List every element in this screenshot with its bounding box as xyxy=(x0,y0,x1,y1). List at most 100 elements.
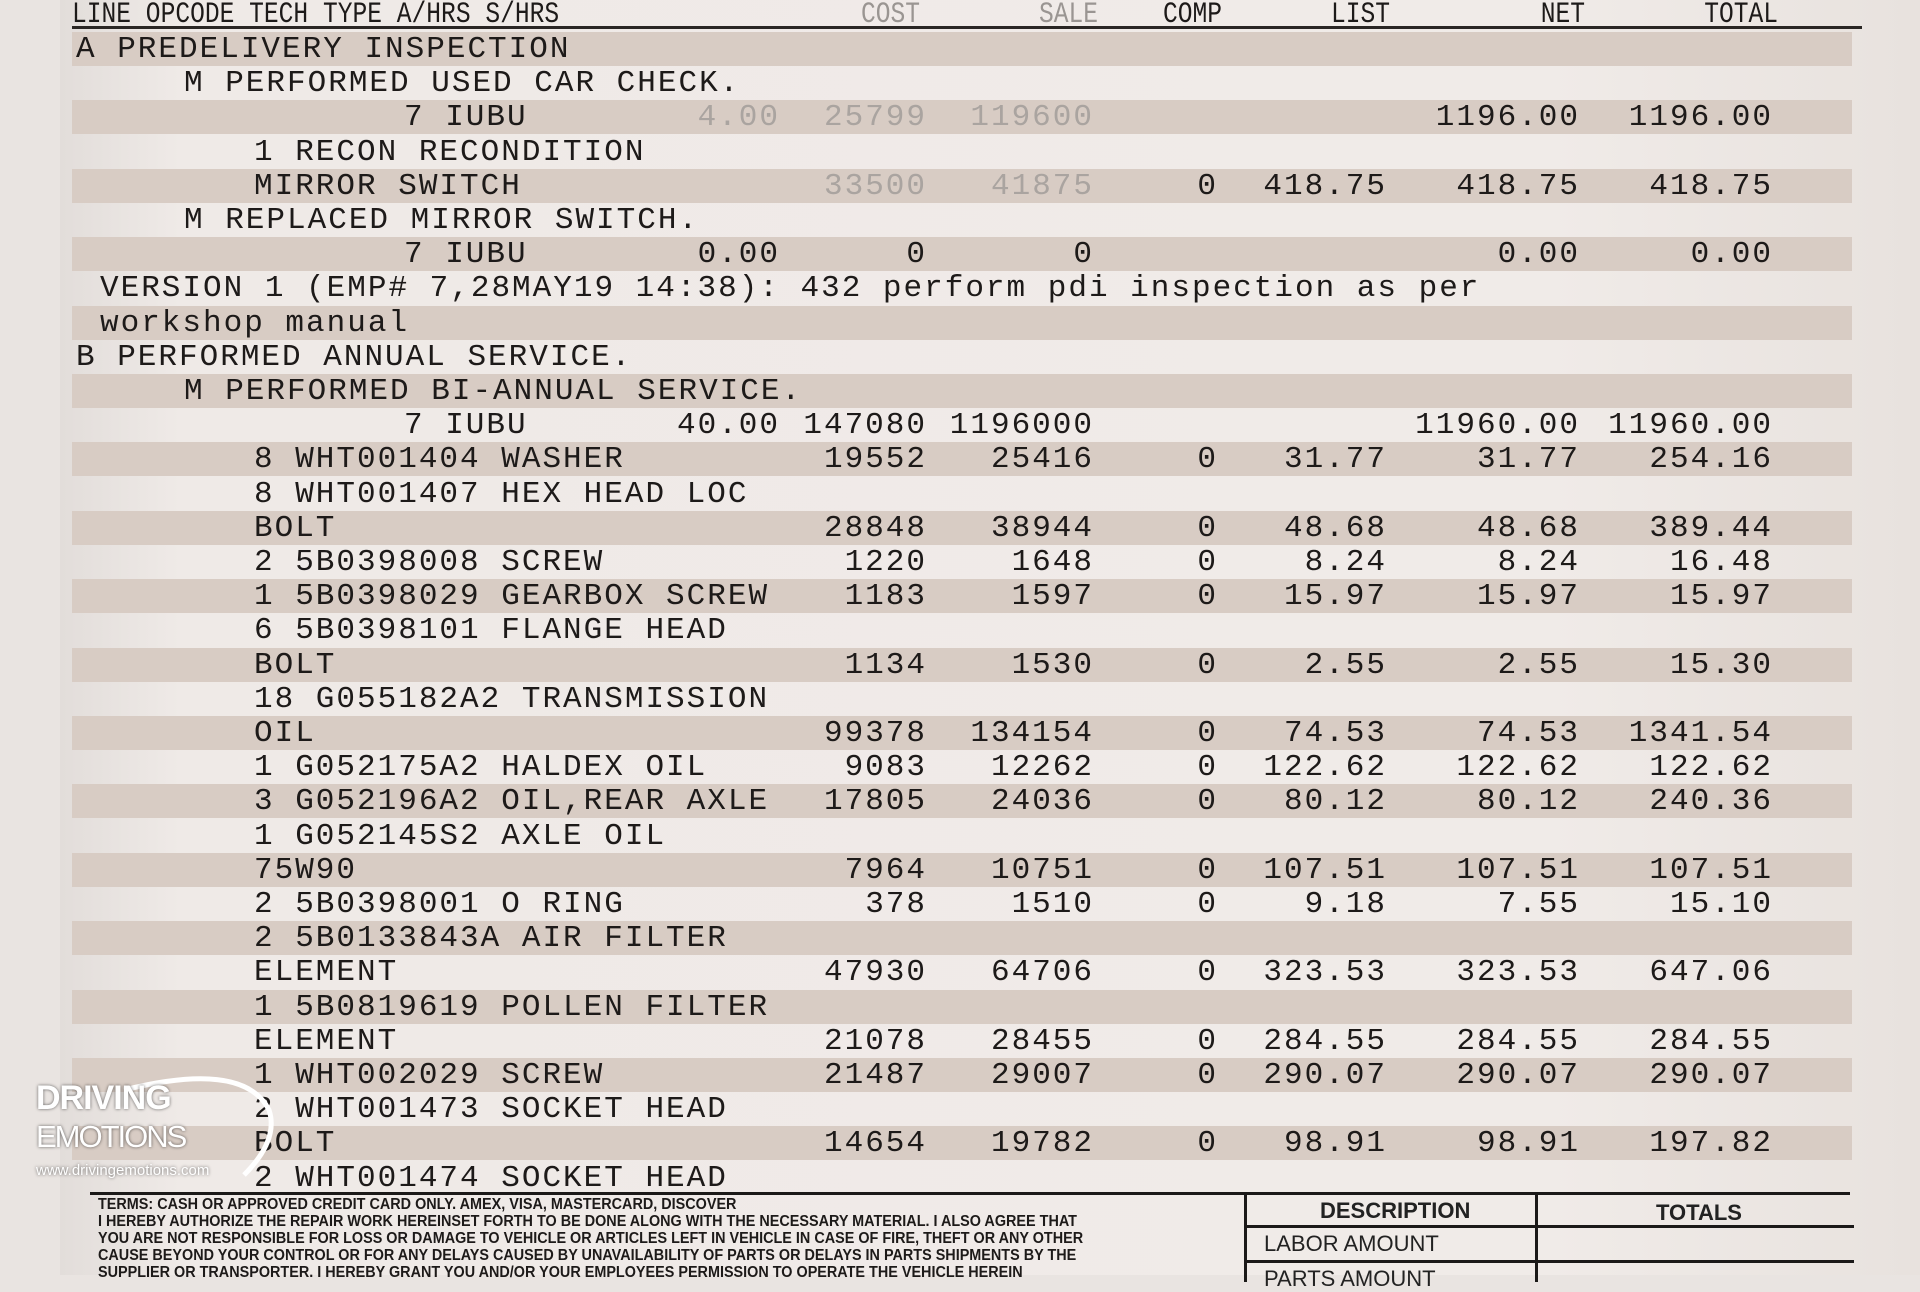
item-list: 2.55 xyxy=(1304,647,1387,683)
item-total: 254.16 xyxy=(1649,442,1773,478)
item-net: 48.68 xyxy=(1476,510,1580,546)
line-item-row: 2 5B0398008 SCREW 1220 1648 0 8.24 8.24 16.48 xyxy=(72,545,1852,579)
item-comp: 0 xyxy=(1197,955,1218,991)
item-list: 107.51 xyxy=(1263,852,1387,888)
swoosh-icon xyxy=(123,1076,274,1177)
item-total: 284.55 xyxy=(1649,1023,1773,1059)
line-item-row: A PREDELIVERY INSPECTION xyxy=(72,32,1852,66)
header-net: NET xyxy=(1540,0,1585,32)
item-sale: 29007 xyxy=(990,1058,1094,1093)
item-description: 8 WHT001404 WASHER xyxy=(254,442,625,478)
line-item-row: 1 WHT002029 SCREW 21487 29007 0 290.07 290.07… xyxy=(72,1058,1852,1092)
line-item-row: M REPLACED MIRROR SWITCH. xyxy=(72,203,1852,237)
line-item-row: M PERFORMED USED CAR CHECK. xyxy=(72,66,1852,100)
item-cost: 0 xyxy=(906,237,927,273)
item-comp: 0 xyxy=(1197,647,1218,683)
line-item-row: 2 5B0398001 O RING 378 1510 0 9.18 7.55 15.10 xyxy=(72,887,1852,921)
item-comp: 0 xyxy=(1197,545,1218,580)
item-description: 2 WHT001473 SOCKET HEAD xyxy=(254,1092,728,1128)
header-total: TOTAL xyxy=(1704,0,1778,32)
line-item-row: 7 IUBU 40.00 147080 1196000 11960.00 11960.00 xyxy=(72,408,1852,442)
item-total: 0.00 xyxy=(1690,237,1773,273)
header-comp: COMP xyxy=(1162,0,1222,32)
line-item-row: 7 IUBU 4.00 25799 119600 1196.00 1196.00 xyxy=(72,100,1852,136)
line-item-row: BOLT 1134 1530 0 2.55 2.55 15.30 xyxy=(72,647,1852,683)
parts-amount-label: PARTS AMOUNT xyxy=(1264,1266,1436,1291)
item-sale: 41875 xyxy=(990,168,1094,204)
terms-line: I HEREBY AUTHORIZE THE REPAIR WORK HEREI… xyxy=(98,1213,1077,1230)
item-net: 74.53 xyxy=(1476,716,1580,751)
item-description: 1 5B0398029 GEARBOX SCREW xyxy=(254,579,770,615)
line-item-row: BOLT 14654 19782 0 98.91 98.91 197.82 xyxy=(72,1126,1852,1162)
item-comp: 0 xyxy=(1197,1058,1218,1093)
item-cost: 1183 xyxy=(844,579,927,615)
item-net: 1196.00 xyxy=(1435,100,1580,136)
item-sale: 19782 xyxy=(990,1126,1094,1162)
item-comp: 0 xyxy=(1197,784,1218,820)
item-description: 1 WHT002029 SCREW xyxy=(254,1058,605,1093)
item-description: M REPLACED MIRROR SWITCH. xyxy=(184,203,700,238)
item-description: VERSION 1 (EMP# 7,28MAY19 14:38): 432 pe… xyxy=(100,271,1481,307)
item-sale: 134154 xyxy=(970,716,1094,751)
item-total: 1196.00 xyxy=(1628,100,1773,136)
line-item-row: 6 5B0398101 FLANGE HEAD xyxy=(72,613,1852,647)
item-net: 0.00 xyxy=(1497,237,1580,273)
item-comp: 0 xyxy=(1197,442,1218,478)
item-net: 8.24 xyxy=(1497,545,1580,580)
item-list: 8.24 xyxy=(1304,545,1387,580)
item-total: 1341.54 xyxy=(1628,716,1773,751)
item-description: M PERFORMED USED CAR CHECK. xyxy=(184,66,741,102)
item-cost: 25799 xyxy=(823,100,927,136)
item-description: ELEMENT xyxy=(254,955,399,991)
terms-line: YOU ARE NOT RESPONSIBLE FOR LOSS OR DAMA… xyxy=(98,1230,1084,1247)
item-net: 98.91 xyxy=(1476,1126,1580,1162)
item-net: 107.51 xyxy=(1456,852,1580,888)
item-total: 240.36 xyxy=(1649,784,1773,820)
item-sale: 38944 xyxy=(990,510,1094,546)
item-description: 7 IUBU xyxy=(404,100,528,136)
line-item-row: 2 WHT001473 SOCKET HEAD xyxy=(72,1092,1852,1126)
line-item-row: 8 WHT001404 WASHER 19552 25416 0 31.77 31.77 2… xyxy=(72,442,1852,478)
item-comp: 0 xyxy=(1197,750,1218,786)
line-item-row: 2 5B0133843A AIR FILTER xyxy=(72,921,1852,956)
line-item-row: 1 5B0398029 GEARBOX SCREW 1183 1597 0 15.97 1… xyxy=(72,579,1852,615)
line-item-row: BOLT 28848 38944 0 48.68 48.68 389.44 xyxy=(72,510,1852,546)
item-cost: 99378 xyxy=(823,716,927,751)
box-divider xyxy=(1246,1225,1854,1228)
item-total: 418.75 xyxy=(1649,168,1773,204)
item-description: 2 WHT001474 SOCKET HEAD xyxy=(254,1160,728,1196)
item-description: 2 5B0398001 O RING xyxy=(254,887,625,922)
item-hrs: 4.00 xyxy=(697,100,780,136)
item-sale: 28455 xyxy=(990,1023,1094,1059)
item-list: 80.12 xyxy=(1283,784,1387,820)
item-comp: 0 xyxy=(1197,1023,1218,1059)
box-divider xyxy=(1535,1192,1538,1282)
item-list: 48.68 xyxy=(1283,510,1387,546)
terms-line: SUPPLIER OR TRANSPORTER. I HEREBY GRANT … xyxy=(98,1264,1023,1281)
item-sale: 1530 xyxy=(1011,647,1094,683)
item-total: 122.62 xyxy=(1649,750,1773,786)
item-description: 18 G055182A2 TRANSMISSION xyxy=(254,681,770,717)
item-cost: 14654 xyxy=(823,1126,927,1162)
item-description: MIRROR SWITCH xyxy=(254,168,522,204)
item-sale: 24036 xyxy=(990,784,1094,820)
line-item-row: 2 WHT001474 SOCKET HEAD xyxy=(72,1161,1852,1195)
header-sale: SALE xyxy=(1038,0,1098,32)
item-description: M PERFORMED BI-ANNUAL SERVICE. xyxy=(184,374,803,409)
item-cost: 17805 xyxy=(823,784,927,820)
item-cost: 19552 xyxy=(823,442,927,478)
item-net: 284.55 xyxy=(1456,1023,1580,1059)
item-cost: 21078 xyxy=(823,1023,927,1059)
item-sale: 12262 xyxy=(990,750,1094,786)
item-total: 16.48 xyxy=(1669,545,1773,580)
item-cost: 147080 xyxy=(803,408,927,444)
item-comp: 0 xyxy=(1197,510,1218,546)
item-comp: 0 xyxy=(1197,716,1218,751)
header-list: LIST xyxy=(1330,0,1390,32)
item-cost: 1220 xyxy=(844,545,927,580)
item-sale: 25416 xyxy=(990,442,1094,478)
item-list: 122.62 xyxy=(1263,750,1387,786)
item-net: 11960.00 xyxy=(1415,408,1580,444)
item-description: 3 G052196A2 OIL,REAR AXLE xyxy=(254,784,770,820)
item-sale: 1196000 xyxy=(949,408,1094,444)
